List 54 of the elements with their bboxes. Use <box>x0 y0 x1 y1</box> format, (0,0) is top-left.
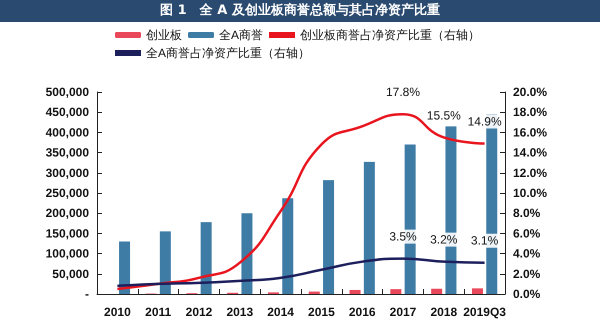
y-tick-label: 200,000 <box>46 206 90 220</box>
data-label: 3.1% <box>470 234 499 248</box>
y-tick-label: 300,000 <box>46 166 90 180</box>
y-tick-label: 500,000 <box>46 85 90 99</box>
y2-tick-label: 14.0% <box>513 146 548 160</box>
data-label: 15.5% <box>426 108 462 122</box>
legend-label: 创业板 <box>146 28 182 42</box>
x-tick-label: 2016 <box>348 305 376 319</box>
y2-tick-label: 10.0% <box>513 186 548 200</box>
x-tick-label: 2014 <box>267 305 294 319</box>
bar <box>200 222 212 294</box>
bar <box>241 213 252 294</box>
y2-tick-label: 4.0% <box>513 246 541 261</box>
x-tick-label: 2011 <box>145 305 172 319</box>
y2-tick-label: 6.0% <box>513 226 541 240</box>
bar <box>431 288 442 294</box>
bar <box>350 290 361 294</box>
y-tick-label: 400,000 <box>46 125 90 140</box>
chart-title: 图 1 全 A 及创业板商誉总额与其占净资产比重 <box>0 0 600 22</box>
legend-label: 全A商誉 <box>219 28 264 42</box>
y-tick-label: 150,000 <box>46 226 90 240</box>
x-tick-label: 2012 <box>186 305 213 319</box>
y2-tick-label: 20.0% <box>513 85 548 99</box>
y2-tick-label: 18.0% <box>513 105 548 120</box>
x-tick-label: 2017 <box>390 305 417 319</box>
x-tick-label: 2018 <box>430 305 458 319</box>
bar <box>282 198 294 294</box>
y-tick-label: 450,000 <box>46 105 90 120</box>
bar <box>323 180 334 294</box>
y2-tick-label: 2.0% <box>513 266 541 281</box>
y2-tick-label: 12.0% <box>513 166 548 180</box>
x-tick-label: 2015 <box>308 305 336 319</box>
bar <box>160 231 171 294</box>
y2-tick-label: 16.0% <box>513 125 548 140</box>
x-tick-label: 2010 <box>104 305 132 319</box>
data-label: 17.8% <box>386 85 420 100</box>
x-tick-label: 2019Q3 <box>463 305 506 319</box>
legend-label: 全A商誉占净资产比重（右轴） <box>146 46 310 60</box>
bar <box>390 289 402 294</box>
bar <box>472 288 483 294</box>
x-tick-label: 2013 <box>226 305 254 319</box>
y-tick-label: 250,000 <box>46 186 90 200</box>
data-label: 3.5% <box>389 230 417 244</box>
data-label: 3.2% <box>430 232 458 247</box>
bar <box>364 162 375 294</box>
y-tick-label: 350,000 <box>46 146 90 160</box>
line-series <box>116 257 486 288</box>
y-tick-label: 100,000 <box>46 246 90 261</box>
legend-label: 创业板商誉占净资产比重（右轴） <box>300 28 480 42</box>
data-label: 14.9% <box>468 114 502 129</box>
y-tick-label: 50,000 <box>52 266 90 281</box>
y2-tick-label: 0.0% <box>513 287 541 301</box>
y-tick-label: - <box>85 287 89 301</box>
y2-tick-label: 8.0% <box>513 206 541 220</box>
